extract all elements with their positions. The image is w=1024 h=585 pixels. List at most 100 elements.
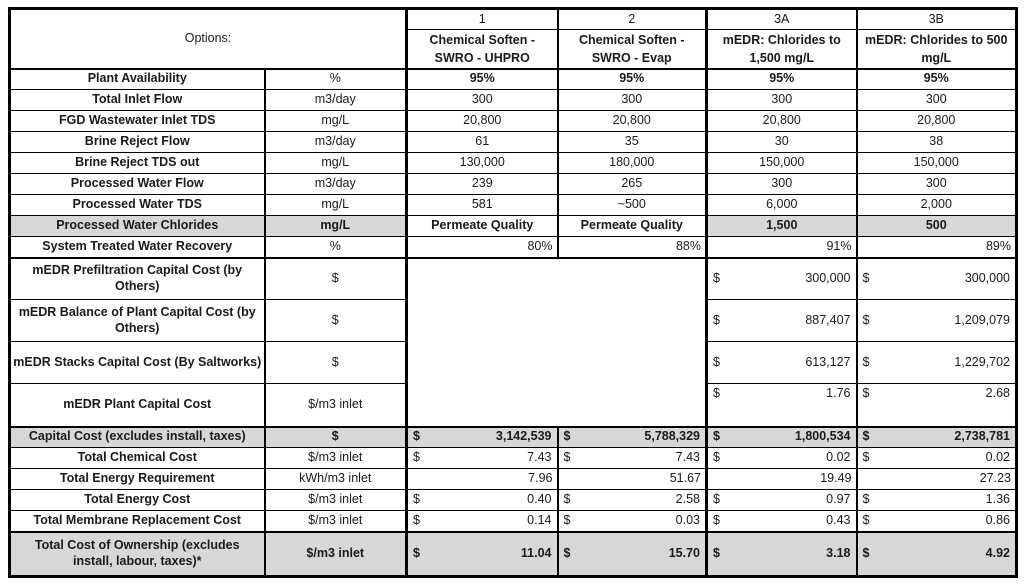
row-processed-water-tds: Processed Water TDS mg/L 581 ~500 6,000 … — [9, 194, 1017, 216]
row-total-cost-of-ownership: Total Cost of Ownership (excludes instal… — [9, 530, 1017, 577]
amount: 0.02 — [985, 450, 1010, 465]
amount: 0.86 — [985, 512, 1010, 527]
row-medr-stacks-capital-cost: mEDR Stacks Capital Cost (By Saltworks) … — [9, 341, 1017, 384]
option-name-line: 1,500 mg/L — [749, 50, 815, 65]
row-label: mEDR Plant Capital Cost — [9, 383, 265, 427]
currency-symbol: $ — [713, 386, 720, 400]
row-label: Total Chemical Cost — [9, 447, 265, 469]
option-3b-number: 3B — [855, 8, 1017, 30]
cell-value: $0.43 — [705, 510, 857, 532]
row-unit: mg/L — [263, 215, 407, 237]
currency-symbol: $ — [862, 312, 870, 327]
cell-value: $15.70 — [556, 530, 707, 577]
row-label: mEDR Balance of Plant Capital Cost (by O… — [9, 299, 265, 342]
cell-value: $0.14 — [405, 510, 558, 532]
currency-symbol: $ — [862, 354, 870, 369]
cell-value: 300 — [556, 89, 707, 111]
row-unit: $/m3 inlet — [263, 510, 407, 532]
cell-value: 300 — [855, 89, 1017, 111]
option-3a-number: 3A — [705, 8, 857, 30]
currency-symbol: $ — [563, 512, 571, 527]
row-plant-availability: Plant Availability % 95% 95% 95% 95% — [9, 67, 1017, 90]
cell-value: $0.02 — [705, 447, 857, 469]
currency-symbol: $ — [862, 545, 870, 560]
option-name-line: mEDR: Chlorides to — [722, 32, 841, 47]
cell-value: $3.18 — [705, 530, 857, 577]
cell-value: 20,800 — [705, 110, 857, 132]
amount: 300,000 — [964, 270, 1010, 285]
row-unit: mg/L — [263, 110, 407, 132]
cell-value: $2.58 — [556, 489, 707, 511]
amount: 2,738,781 — [954, 429, 1010, 444]
cell-value: $0.97 — [705, 489, 857, 511]
amount: 0.02 — [826, 450, 851, 465]
option-2-number: 2 — [556, 8, 707, 30]
cell-value: $0.03 — [556, 510, 707, 532]
cell-value: 20,800 — [556, 110, 707, 132]
currency-symbol: $ — [862, 429, 870, 444]
row-label: System Treated Water Recovery — [9, 236, 265, 258]
row-medr-prefiltration-capital-cost: mEDR Prefiltration Capital Cost (by Othe… — [9, 256, 1017, 427]
row-unit: m3/day — [263, 131, 407, 153]
cell-value: $2,738,781 — [855, 425, 1017, 448]
row-unit: $ — [263, 299, 407, 342]
amount: 0.43 — [826, 512, 851, 527]
row-label: Total Inlet Flow — [9, 89, 265, 111]
row-unit: kWh/m3 inlet — [263, 468, 407, 490]
not-applicable-cell — [405, 256, 707, 427]
amount: 613,127 — [805, 354, 851, 369]
cell-value: 51.67 — [556, 468, 707, 490]
row-label: Capital Cost (excludes install, taxes) — [9, 425, 265, 448]
row-label: Brine Reject Flow — [9, 131, 265, 153]
header-row-option-names: Chemical Soften - SWRO - UHPRO Chemical … — [10, 29, 1017, 69]
currency-symbol: $ — [713, 429, 720, 444]
row-unit: $/m3 inlet — [263, 530, 407, 577]
row-unit: m3/day — [263, 89, 407, 111]
currency-symbol: $ — [413, 512, 420, 527]
cell-value: 2,000 — [855, 194, 1017, 216]
currency-symbol: $ — [413, 450, 420, 465]
cell-value: $1,800,534 — [705, 425, 857, 448]
option-name-line: mg/L — [921, 50, 952, 65]
currency-symbol: $ — [713, 312, 720, 327]
cell-value: 300 — [405, 89, 558, 111]
cell-value: 265 — [556, 173, 707, 195]
cell-value: 95% — [705, 67, 857, 90]
cell-value: 300 — [705, 89, 857, 111]
row-capital-cost-total: Capital Cost (excludes install, taxes) $… — [9, 425, 1017, 448]
currency-symbol: $ — [413, 545, 420, 560]
amount: 0.97 — [826, 492, 851, 507]
row-unit: $/m3 inlet — [263, 489, 407, 511]
row-total-inlet-flow: Total Inlet Flow m3/day 300 300 300 300 — [9, 89, 1017, 111]
cell-value: 6,000 — [705, 194, 857, 216]
row-label: Brine Reject TDS out — [9, 152, 265, 174]
cell-value: $4.92 — [855, 530, 1017, 577]
currency-symbol: $ — [862, 492, 870, 507]
cell-value: $0.86 — [855, 510, 1017, 532]
currency-symbol: $ — [713, 492, 720, 507]
option-1-name: Chemical Soften - SWRO - UHPRO — [405, 29, 558, 69]
row-total-energy-requirement: Total Energy Requirement kWh/m3 inlet 7.… — [9, 468, 1017, 490]
option-name-line: mEDR: Chlorides to 500 — [865, 32, 1008, 47]
currency-symbol: $ — [413, 492, 420, 507]
row-unit: $ — [263, 256, 407, 300]
amount: 3.18 — [826, 545, 851, 560]
row-unit: % — [263, 236, 407, 258]
amount: 7.43 — [527, 450, 552, 465]
row-label: mEDR Prefiltration Capital Cost (by Othe… — [9, 256, 265, 300]
cell-value: Permeate Quality — [405, 215, 558, 237]
row-processed-water-flow: Processed Water Flow m3/day 239 265 300 … — [9, 173, 1017, 195]
row-label: Total Membrane Replacement Cost — [9, 510, 265, 532]
cell-value: 27.23 — [855, 468, 1017, 490]
cell-value: 30 — [705, 131, 857, 153]
currency-symbol: $ — [563, 545, 571, 560]
option-2-name: Chemical Soften - SWRO - Evap — [556, 29, 707, 69]
row-label: Total Energy Cost — [9, 489, 265, 511]
option-name-line: Chemical Soften - — [429, 32, 536, 47]
cell-value: ~500 — [556, 194, 707, 216]
cell-value: $887,407 — [705, 299, 857, 342]
cell-value: 95% — [405, 67, 558, 90]
option-name-line: SWRO - UHPRO — [434, 50, 530, 65]
row-fgd-wastewater-inlet-tds: FGD Wastewater Inlet TDS mg/L 20,800 20,… — [9, 110, 1017, 132]
cell-value: 91% — [705, 236, 857, 258]
